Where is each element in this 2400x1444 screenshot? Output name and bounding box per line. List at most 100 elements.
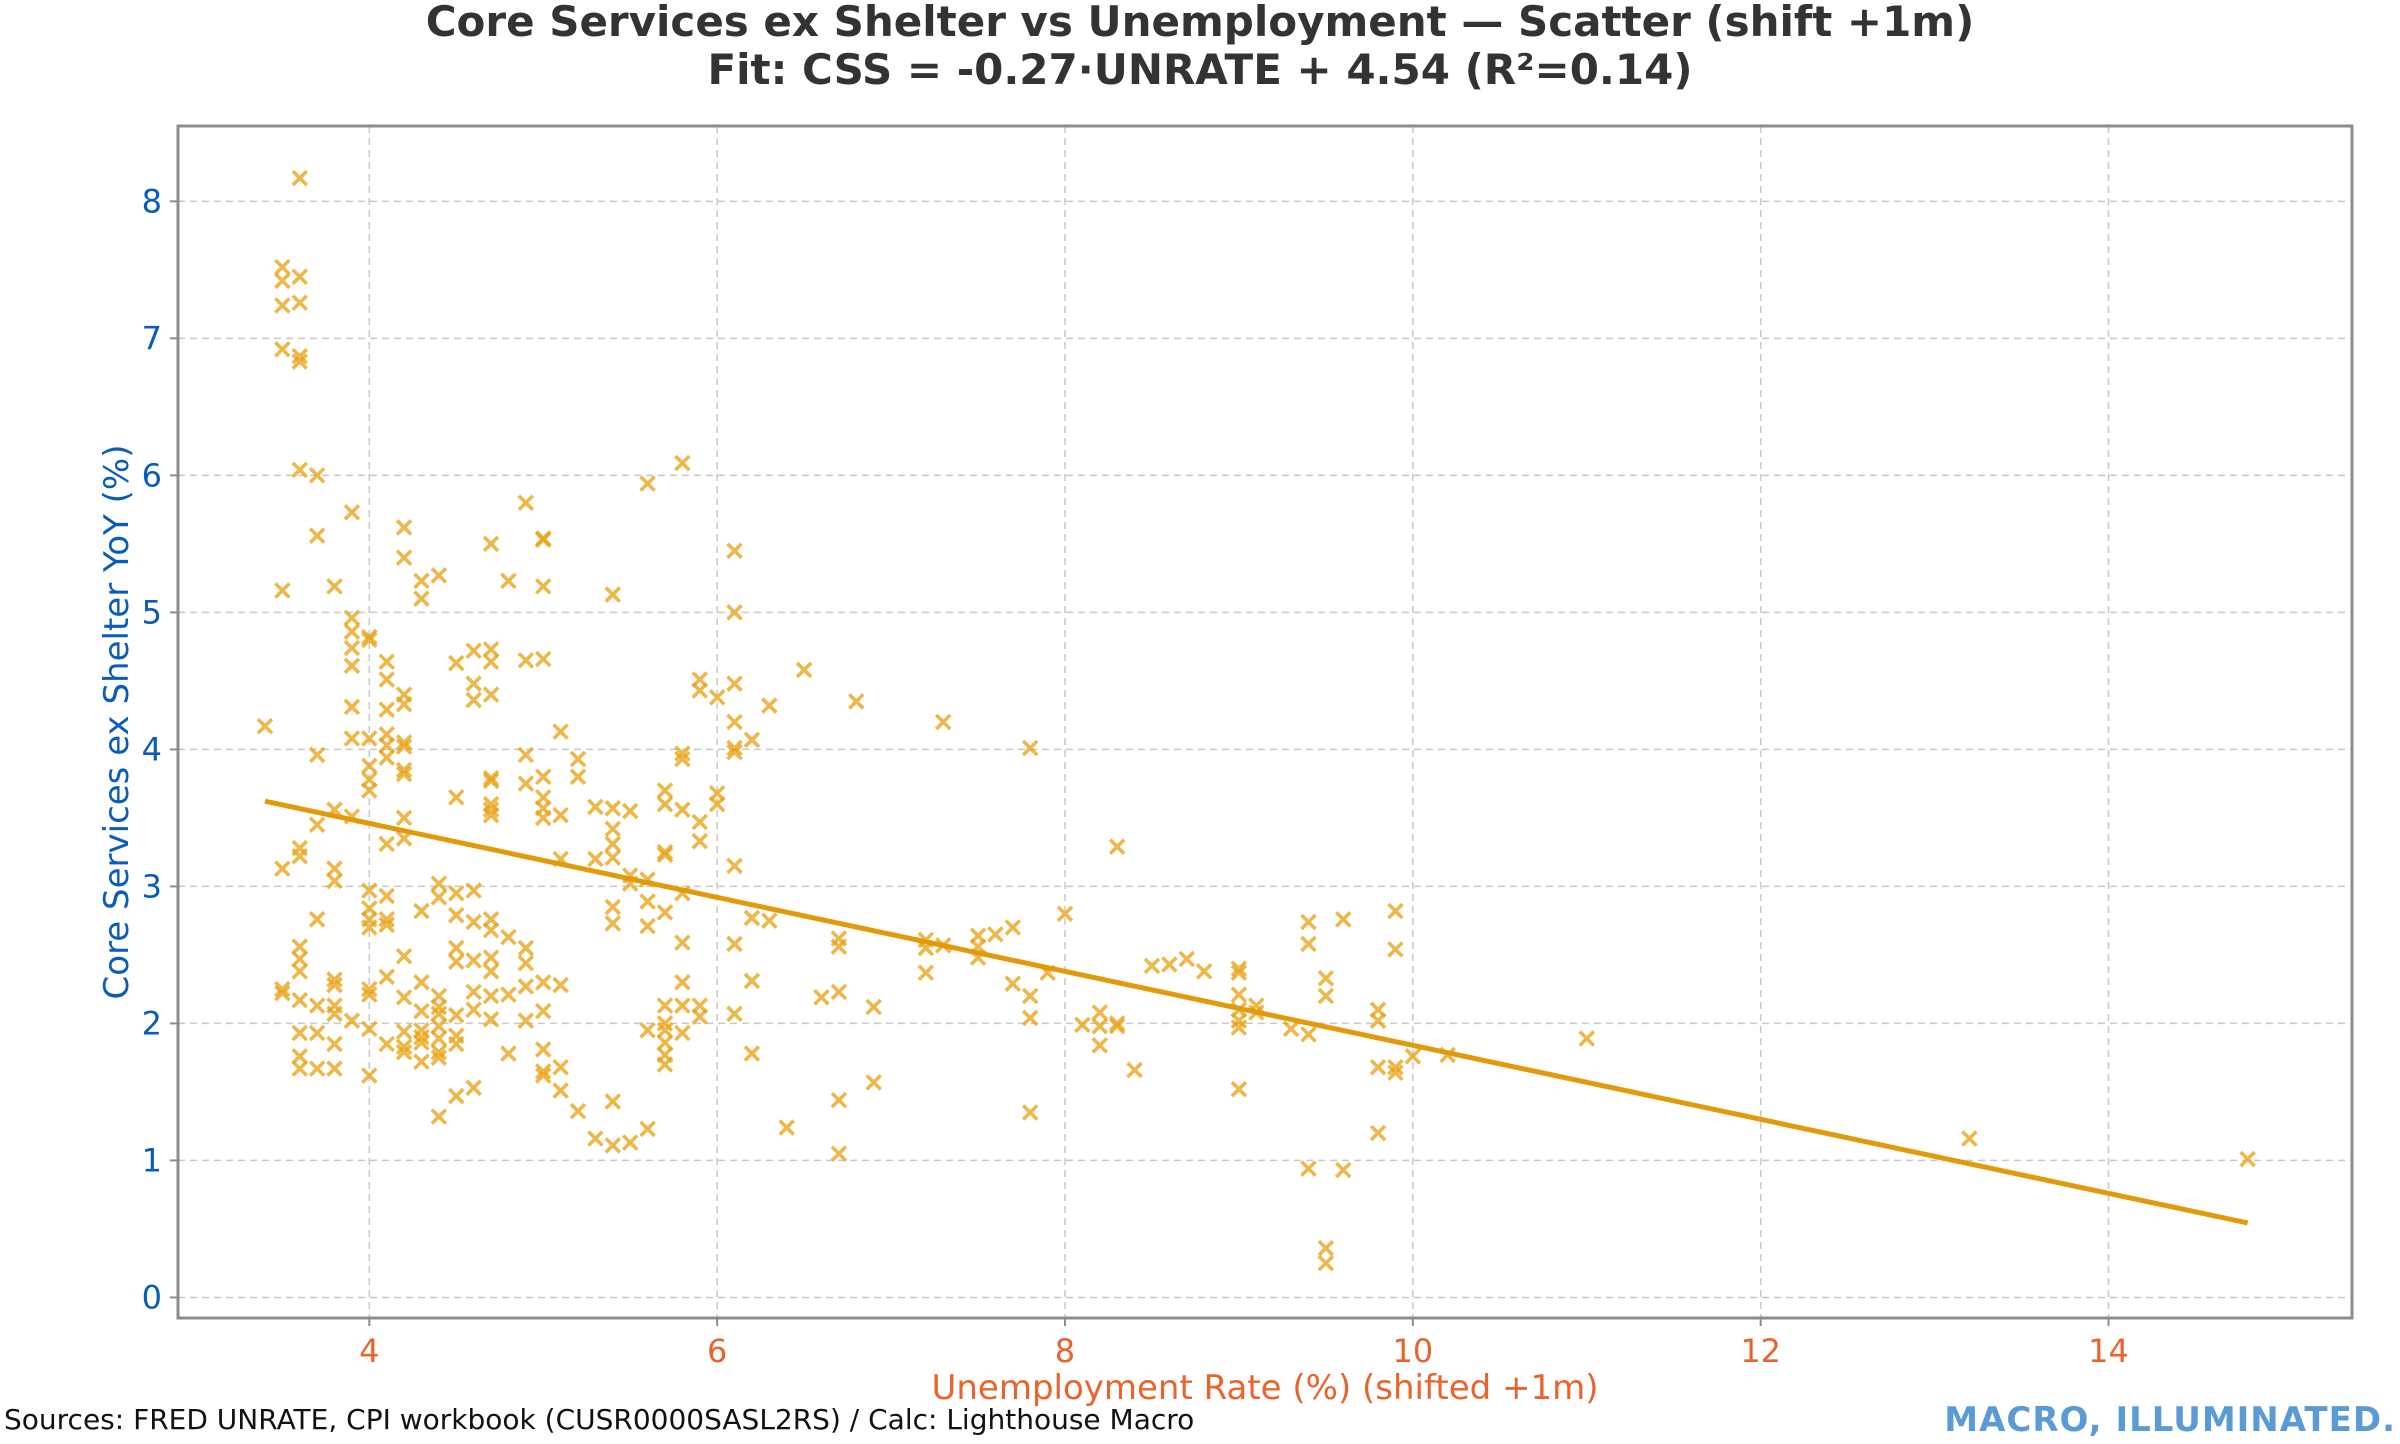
data-point — [308, 1024, 326, 1042]
data-point — [1126, 1061, 1143, 1079]
data-point — [430, 1005, 448, 1023]
data-point — [691, 1008, 709, 1025]
data-point — [656, 997, 674, 1014]
data-point — [430, 1108, 448, 1125]
data-point — [413, 1034, 430, 1051]
data-point — [447, 939, 465, 957]
data-point — [482, 535, 500, 553]
data-point — [343, 1012, 361, 1029]
data-point — [656, 795, 674, 813]
data-point — [291, 847, 309, 865]
data-point — [1404, 1048, 1422, 1065]
data-point — [1091, 1004, 1109, 1021]
x-axis-ticks: 4 6 8 10 12 14 — [359, 1318, 2129, 1370]
data-point — [1334, 1161, 1352, 1179]
data-point — [482, 801, 500, 818]
data-point — [395, 549, 413, 566]
data-point — [552, 806, 569, 824]
data-point — [674, 801, 691, 818]
data-point — [343, 730, 361, 747]
data-point — [1578, 1030, 1596, 1047]
data-point — [361, 757, 378, 775]
data-point — [482, 686, 500, 703]
data-point — [674, 934, 691, 951]
data-point — [1282, 1020, 1300, 1038]
data-point — [361, 919, 378, 936]
data-point — [726, 604, 743, 621]
data-point — [447, 1006, 465, 1024]
data-point — [430, 567, 448, 584]
data-point — [552, 1058, 569, 1076]
data-point — [291, 353, 309, 370]
data-point — [274, 341, 291, 358]
data-point — [395, 1023, 413, 1040]
data-point — [1300, 935, 1317, 953]
data-point — [534, 1067, 552, 1084]
y-tick-label: 6 — [142, 456, 162, 494]
data-point — [308, 467, 326, 484]
data-point — [604, 915, 622, 932]
data-point — [1056, 905, 1074, 923]
data-point — [291, 268, 309, 285]
y-tick-label: 0 — [142, 1278, 162, 1316]
data-point — [361, 1067, 378, 1084]
data-point — [813, 989, 830, 1006]
data-point — [1195, 963, 1213, 980]
data-point — [552, 976, 569, 994]
data-point — [1300, 913, 1317, 931]
data-point — [534, 650, 552, 668]
data-point — [465, 642, 482, 660]
data-point — [378, 701, 395, 718]
y-tick-label: 7 — [142, 319, 162, 357]
data-point — [674, 974, 691, 991]
data-point — [343, 698, 361, 716]
data-point — [674, 745, 691, 762]
data-point — [726, 857, 743, 875]
data-point — [500, 572, 517, 590]
data-point — [534, 1002, 552, 1020]
data-point — [1300, 1160, 1317, 1177]
data-point — [726, 739, 743, 757]
data-point — [413, 1028, 430, 1046]
y-tick-label: 5 — [142, 593, 162, 631]
data-point — [534, 578, 552, 595]
data-point — [447, 1087, 465, 1105]
data-point — [534, 1063, 552, 1080]
data-point — [691, 813, 709, 831]
data-point — [604, 820, 622, 838]
data-point — [639, 1120, 656, 1138]
data-point — [378, 653, 395, 670]
data-point — [1161, 956, 1178, 973]
data-point — [1317, 1254, 1335, 1272]
data-point — [726, 743, 743, 761]
data-point — [604, 1137, 622, 1154]
data-point — [395, 809, 413, 827]
data-point — [708, 689, 726, 706]
y-tick-label: 2 — [142, 1004, 162, 1042]
data-point — [413, 902, 430, 920]
data-point — [656, 846, 674, 864]
data-point — [378, 887, 395, 905]
data-point — [1230, 960, 1248, 977]
data-point — [517, 652, 535, 669]
data-point — [274, 297, 291, 314]
y-axis-ticks: 0 1 2 3 4 5 6 7 8 — [142, 182, 178, 1316]
data-point — [1317, 987, 1335, 1005]
data-point — [674, 1024, 691, 1042]
data-point — [726, 542, 743, 560]
data-point — [395, 989, 413, 1006]
data-point — [604, 898, 622, 916]
data-point — [534, 974, 552, 991]
data-point — [656, 1022, 674, 1039]
data-point — [500, 928, 517, 946]
data-point — [534, 531, 552, 549]
data-point — [430, 1017, 448, 1035]
data-point — [361, 986, 378, 1003]
y-tick-label: 4 — [142, 730, 162, 768]
data-point — [378, 968, 395, 986]
data-point — [361, 628, 378, 646]
data-point — [517, 746, 535, 764]
data-point — [378, 1035, 395, 1053]
data-point — [1021, 1009, 1039, 1027]
